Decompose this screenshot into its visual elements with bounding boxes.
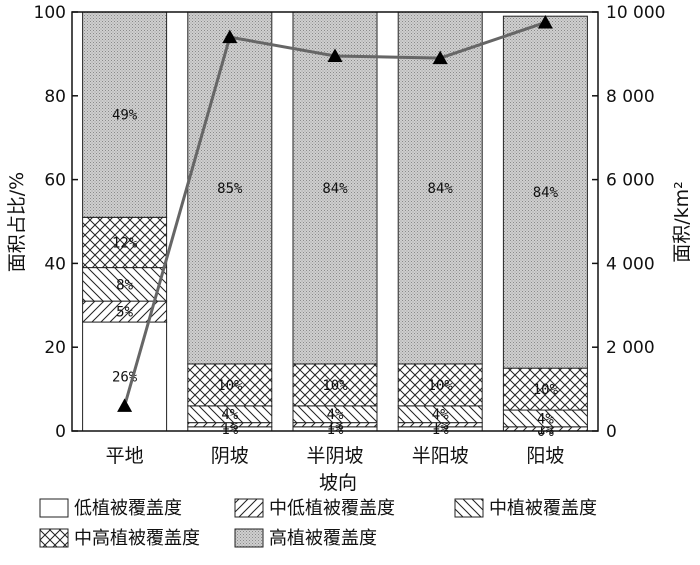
bar-label-series-4-cat-1: 12% (112, 235, 138, 251)
legend-label-4: 中高植被覆盖度 (74, 528, 200, 549)
left-tick-label-4: 60 (44, 171, 66, 191)
bar-label-series-4-cat-2: 10% (217, 378, 243, 394)
legend-swatch-1 (40, 499, 68, 517)
bar-label-series-3-cat-3: 4% (327, 407, 344, 423)
right-tick-label-2: 2 000 (606, 338, 655, 358)
right-tick-label-4: 6 000 (606, 171, 655, 191)
right-tick-label-6: 10 000 (606, 3, 665, 23)
category-label-5: 阳坡 (526, 445, 564, 467)
bar-label-series-2-cat-1: 5% (116, 305, 133, 321)
category-label-1: 平地 (106, 445, 144, 467)
left-tick-label-6: 100 (34, 3, 66, 23)
legend-label-1: 低植被覆盖度 (74, 498, 182, 519)
bars-layer: 26%5%8%12%49%1%1%4%10%85%1%1%4%10%84%1%1… (83, 12, 588, 440)
right-axis: 0 2 000 4 000 6 000 8 000 10 000 (592, 3, 665, 442)
left-tick-label-2: 20 (44, 338, 66, 358)
bar-label-series-3-cat-4: 4% (432, 407, 449, 423)
bar-label-series-4-cat-4: 10% (428, 378, 454, 394)
x-axis: 平地 阴坡 半阴坡 半阳坡 阳坡 (106, 445, 565, 467)
bar-label-series-5-cat-2: 85% (217, 181, 243, 197)
bar-label-series-5-cat-5: 84% (533, 185, 559, 201)
category-label-3: 半阴坡 (306, 445, 363, 467)
x-axis-title: 坡向 (319, 472, 357, 494)
bar-label-series-5-cat-3: 84% (322, 181, 348, 197)
legend-label-3: 中植被覆盖度 (489, 498, 597, 519)
right-tick-label-1: 0 (606, 422, 617, 442)
category-label-4: 半阳坡 (412, 445, 469, 467)
bar-label-series-3-cat-1: 8% (116, 277, 133, 293)
left-axis-title: 面积占比/% (6, 172, 28, 272)
bar-label-series-4-cat-5: 10% (533, 382, 559, 398)
bar-label-series-5-cat-1: 49% (112, 108, 138, 124)
right-axis-title: 面积/km² (671, 181, 693, 263)
legend-swatch-3 (455, 499, 483, 517)
bar-label-series-3-cat-5: 4% (537, 411, 554, 427)
legend-label-5: 高植被覆盖度 (269, 528, 377, 549)
right-tick-label-3: 4 000 (606, 254, 655, 274)
legend-swatch-2 (235, 499, 263, 517)
legend-swatch-5 (235, 529, 263, 547)
bar-label-series-3-cat-2: 4% (221, 407, 238, 423)
right-tick-label-5: 8 000 (606, 87, 655, 107)
bar-label-series-5-cat-4: 84% (428, 181, 454, 197)
category-label-2: 阴坡 (211, 445, 249, 467)
left-tick-label-1: 0 (55, 422, 66, 442)
left-tick-label-5: 80 (44, 87, 66, 107)
bar-label-series-4-cat-3: 10% (322, 378, 348, 394)
left-tick-label-3: 40 (44, 254, 66, 274)
legend-label-2: 中低植被覆盖度 (269, 498, 395, 519)
legend-swatch-4 (40, 529, 68, 547)
